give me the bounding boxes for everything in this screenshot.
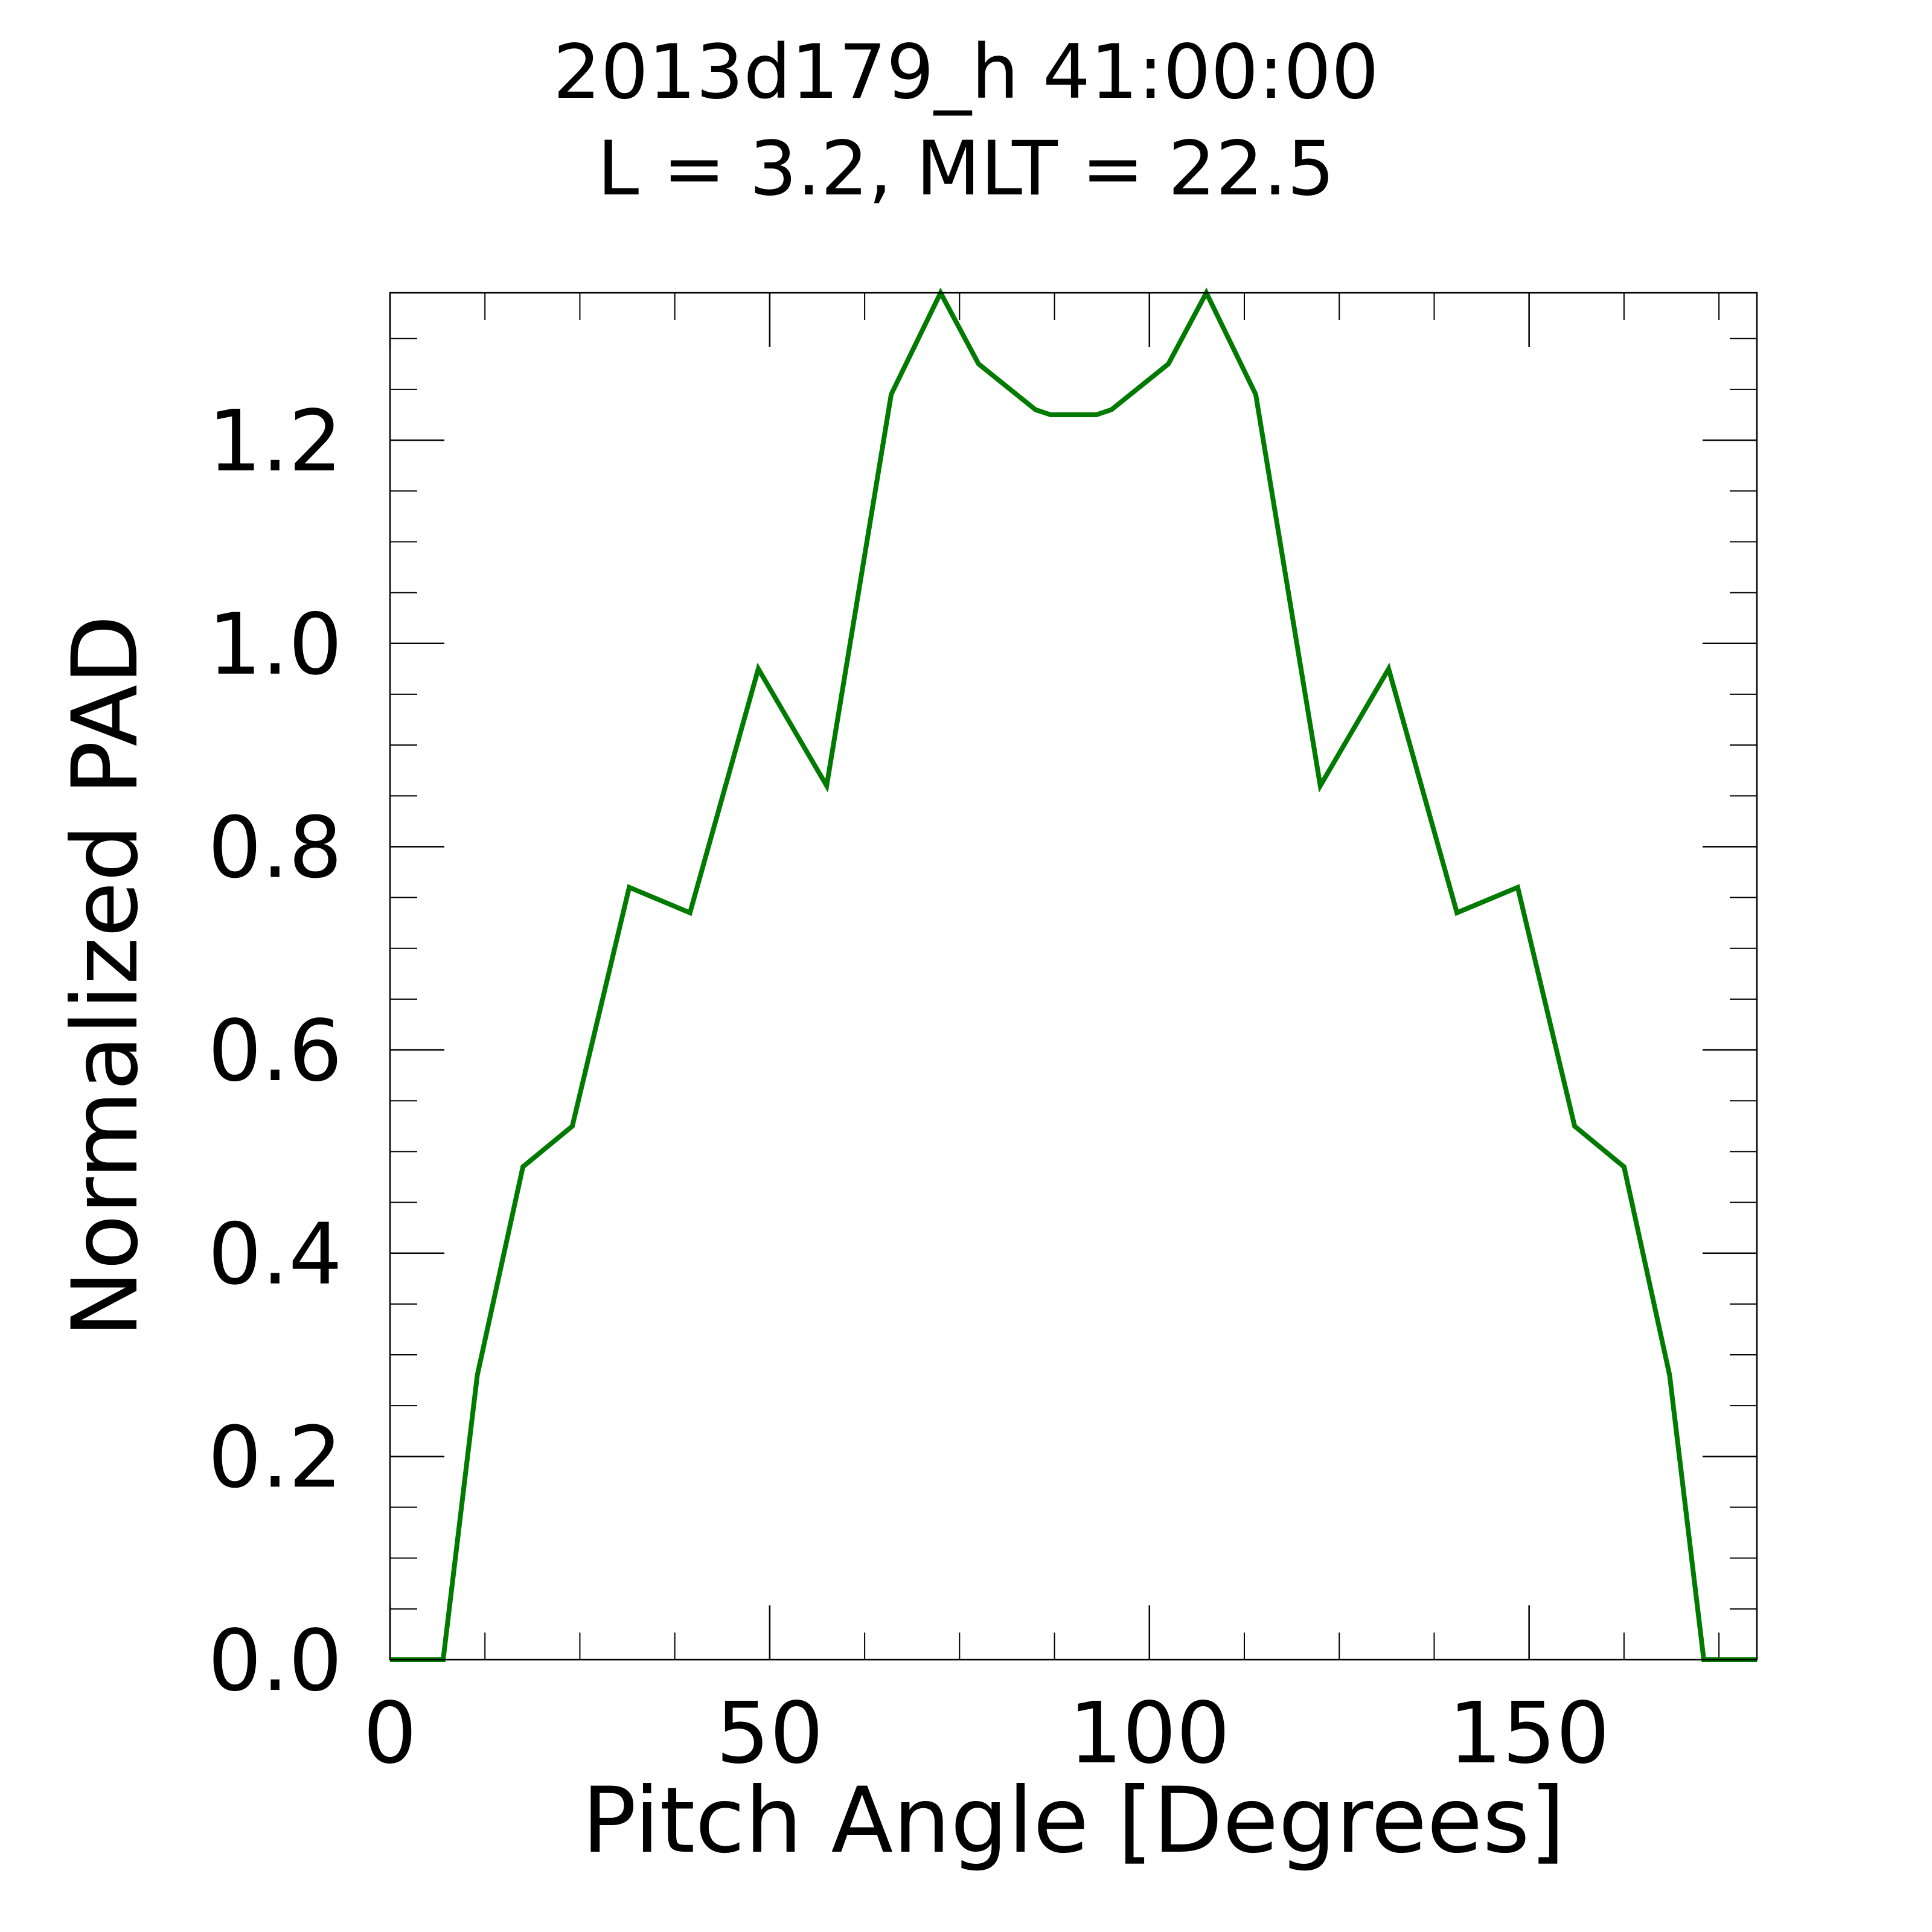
y-tick-label: 0.2	[208, 1409, 342, 1507]
y-tick-label: 1.0	[208, 596, 342, 694]
x-tick-label: 0	[363, 1684, 417, 1783]
data-point	[978, 363, 979, 365]
chart-subtitle: L = 3.2, MLT = 22.5	[597, 126, 1334, 213]
data-point	[758, 668, 759, 670]
x-tick-label: 50	[716, 1684, 824, 1783]
data-point	[891, 394, 892, 395]
y-tick-label: 1.2	[208, 392, 342, 491]
ticks-layer: 0 50 100 150 0.0 0.2 0.4 0.6 0.8 1.0 1.2	[208, 293, 1757, 1783]
data-point	[689, 912, 691, 913]
data-point	[1035, 409, 1036, 411]
series-line	[390, 287, 1757, 1662]
data-point	[1111, 409, 1112, 411]
y-axis-label: Normalized PAD	[53, 615, 158, 1337]
x-tick-label: 150	[1448, 1684, 1610, 1783]
data-point	[629, 887, 630, 888]
y-tick-label: 0.4	[208, 1206, 342, 1304]
series-layer	[389, 287, 1758, 1662]
x-axis-label: Pitch Angle [Degrees]	[582, 1768, 1566, 1873]
y-tick-label: 0.0	[208, 1612, 342, 1710]
data-point	[1623, 1166, 1625, 1168]
data-point	[1517, 887, 1518, 888]
x-tick-label: 100	[1069, 1684, 1230, 1783]
data-point	[1255, 394, 1256, 395]
plot-frame	[389, 292, 1758, 1661]
data-point	[1388, 668, 1389, 670]
y-tick-label: 0.6	[208, 1002, 342, 1101]
data-point	[1168, 363, 1169, 365]
y-tick-label: 0.8	[208, 799, 342, 897]
chart-title: 2013d179_h 41:00:00	[553, 29, 1379, 116]
